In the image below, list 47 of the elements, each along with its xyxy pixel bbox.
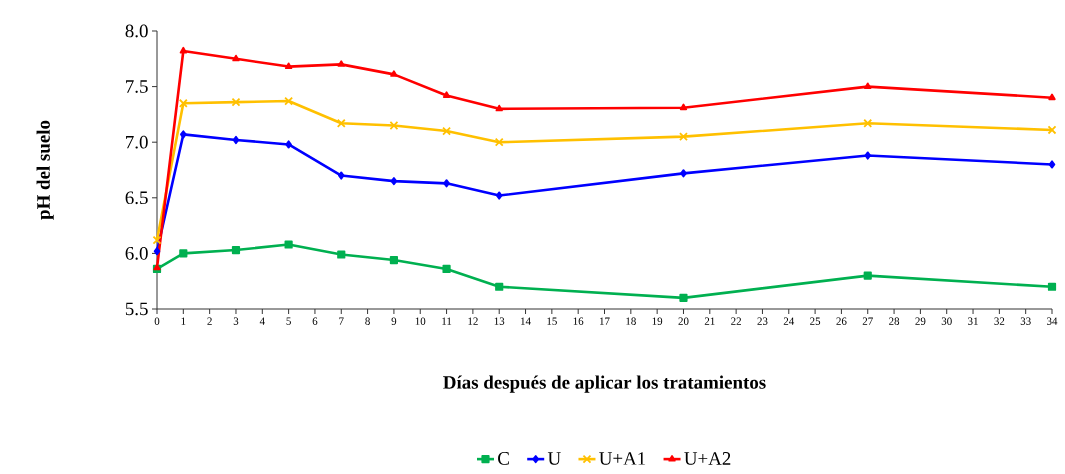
legend-label: U [547,452,561,465]
x-tick-label: 1 [181,317,186,325]
x-tick-label: 7 [339,317,344,325]
x-tick-label: 14 [521,317,531,325]
x-axis-title: Días después de aplicar los tratamientos [443,375,766,393]
x-tick-label: 11 [442,317,452,325]
x-tick-label: 24 [783,317,795,325]
x-tick-label: 19 [652,317,663,325]
x-tick-label: 17 [599,317,610,325]
legend-label: U+A1 [599,452,646,465]
x-tick-label: 30 [941,317,952,325]
x-tick-label: 20 [678,317,689,325]
x-tick-label: 0 [154,317,160,325]
y-axis-title: pH del suelo [36,120,54,220]
x-tick-label: 3 [233,317,239,325]
x-tick-label: 33 [1020,317,1031,325]
legend-label: C [498,452,509,465]
x-tick-label: 25 [810,317,821,325]
legend-label: U+A2 [684,452,731,465]
x-tick-label: 6 [312,317,318,325]
x-tick-label: 34 [1047,317,1058,325]
y-tick-label: 5.5 [125,302,148,316]
y-tick-label: 7.0 [126,135,148,149]
x-tick-label: 21 [704,317,715,325]
x-tick-label: 28 [889,317,900,325]
x-tick-label: 4 [259,317,265,325]
x-tick-label: 22 [731,317,741,325]
y-tick-label: 6.5 [125,191,148,205]
x-tick-label: 23 [757,317,768,325]
x-tick-label: 27 [862,317,873,325]
x-tick-label: 8 [365,317,370,325]
y-tick-label: 7.5 [126,80,148,93]
x-tick-label: 12 [468,317,478,325]
y-tick-label: 6.0 [125,246,148,260]
x-tick-label: 16 [573,317,584,325]
x-tick-label: 10 [415,317,426,325]
x-tick-label: 13 [494,317,505,325]
x-tick-label: 32 [994,317,1005,325]
x-tick-label: 29 [915,317,926,325]
x-tick-label: 18 [626,317,636,325]
x-tick-label: 2 [207,317,212,325]
y-tick-label: 8.0 [125,24,148,38]
x-tick-label: 9 [391,317,397,325]
x-tick-label: 15 [547,317,557,325]
x-tick-label: 31 [968,317,978,325]
x-tick-label: 26 [836,317,847,325]
x-tick-label: 5 [286,317,291,325]
